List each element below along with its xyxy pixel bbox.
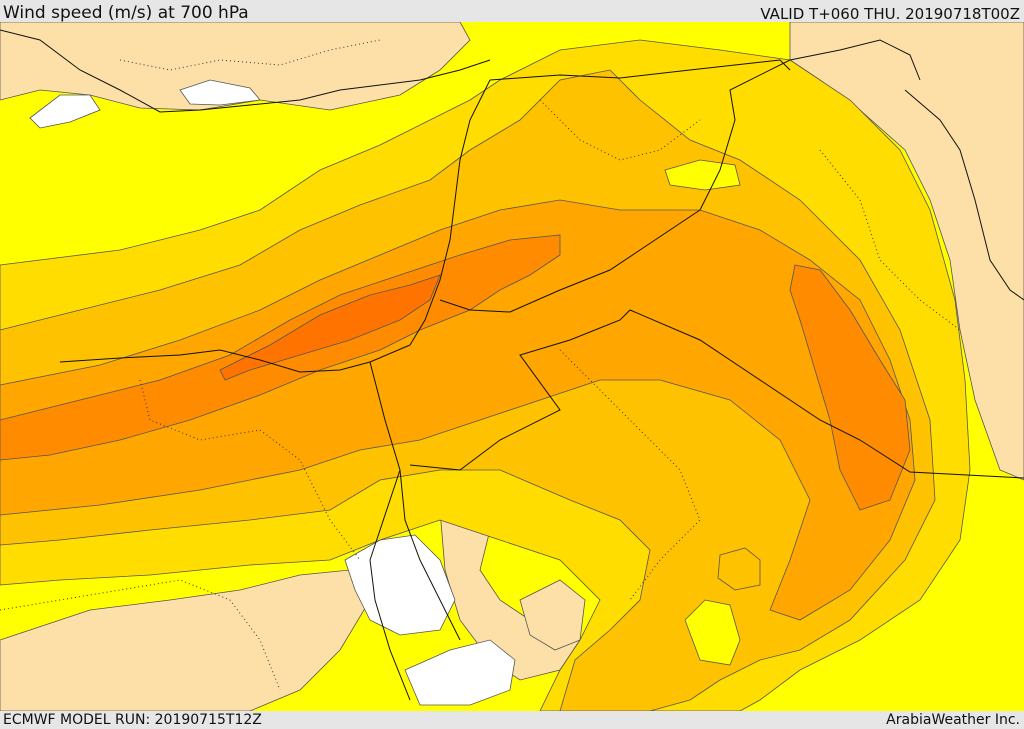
border-syria-iraq — [489, 59, 791, 81]
coast-red-sea — [369, 469, 411, 701]
model-run: ECMWF MODEL RUN: 20190715T12Z — [3, 712, 262, 728]
border-egypt-east — [369, 361, 461, 641]
dotted-boundary-2 — [559, 349, 701, 601]
coast-north — [0, 29, 491, 113]
fill-yellow-pocket-2 — [684, 599, 741, 666]
fill-min-aegean — [29, 94, 101, 129]
border-gulf — [904, 89, 1024, 301]
map-title: Wind speed (m/s) at 700 hPa — [3, 3, 249, 23]
dotted-boundary-5 — [819, 149, 961, 331]
map-area — [0, 22, 1024, 711]
fill-min-saudi — [404, 639, 516, 706]
dotted-boundary-6 — [119, 39, 381, 71]
valid-time: VALID T+060 THU. 20190718T00Z — [760, 5, 1020, 23]
fill-orange-dark-core — [219, 274, 441, 381]
fill-orange-light-band — [0, 199, 916, 621]
coast-egypt-north — [59, 344, 411, 373]
credit-label: ArabiaWeather Inc. — [886, 712, 1020, 728]
border-jordan — [439, 209, 701, 313]
dotted-boundary-4 — [0, 579, 281, 691]
fill-min-turkey — [179, 79, 261, 106]
fill-amber-pocket — [717, 547, 761, 591]
header-bar: Wind speed (m/s) at 700 hPa VALID T+060 … — [0, 0, 1024, 23]
coast-levant — [409, 79, 491, 346]
border-iraq — [699, 39, 921, 211]
dotted-boundary-1 — [139, 379, 361, 561]
border-saudi-jordan — [409, 309, 1024, 479]
footer-bar: ECMWF MODEL RUN: 20190715T12Z ArabiaWeat… — [0, 711, 1024, 729]
wind-speed-map — [0, 22, 1024, 711]
fill-orange-east — [789, 264, 911, 511]
